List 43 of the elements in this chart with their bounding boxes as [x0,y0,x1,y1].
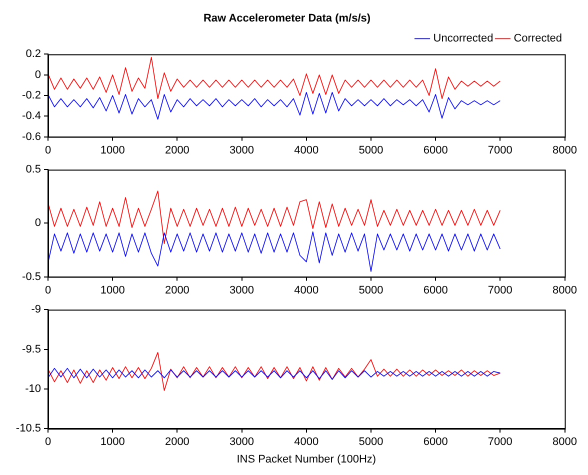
x-tick-label: 3000 [230,436,254,448]
x-tick-label: 8000 [552,436,578,448]
x-tick-label: 5000 [358,284,384,296]
x-tick-label: 2000 [164,436,190,448]
x-tick-label: 2000 [164,284,190,296]
x-tick-label: 5000 [358,436,384,448]
x-axis-title: INS Packet Number (100Hz) [236,453,376,466]
x-tick-label: 7000 [488,144,512,156]
y-tick-label: -0.6 [22,130,41,143]
x-tick-label: 8000 [552,284,578,296]
legend-label: Corrected [514,32,562,45]
x-tick-label: 6000 [423,284,448,296]
x-tick-label: 1000 [100,436,125,448]
y-tick-label: 0.2 [26,48,41,60]
x-tick-label: 6000 [423,436,448,448]
y-tick-label: -0.5 [22,270,41,283]
y-tick-label: 0.5 [26,164,41,176]
x-tick-label: 4000 [294,436,319,448]
x-tick-label: 0 [44,436,52,448]
x-tick-label: 3000 [230,144,254,156]
chart-title: Raw Accelerometer Data (m/s/s) [203,12,371,25]
x-tick-label: 1000 [100,144,125,156]
x-tick-label: 8000 [552,144,578,156]
x-tick-label: 0 [44,144,52,156]
x-tick-label: 0 [44,284,52,296]
y-tick-label: -9 [31,304,41,316]
x-tick-label: 1000 [100,284,125,296]
y-tick-label: 0 [34,217,41,230]
x-tick-label: 6000 [423,144,448,156]
x-tick-label: 5000 [358,144,384,156]
y-tick-label: -9.5 [22,343,41,356]
x-tick-label: 7000 [488,436,512,448]
y-tick-label: -10 [25,382,41,395]
x-tick-label: 2000 [164,144,190,156]
y-tick-label: -0.2 [22,90,41,102]
y-tick-label: 0 [34,68,41,81]
y-tick-label: -10.5 [16,422,41,435]
legend-label: Uncorrected [433,32,494,45]
x-tick-label: 4000 [294,144,319,156]
x-tick-label: 3000 [230,284,254,296]
y-tick-label: -0.4 [22,110,41,122]
x-tick-label: 4000 [294,284,319,296]
x-tick-label: 7000 [488,284,512,296]
